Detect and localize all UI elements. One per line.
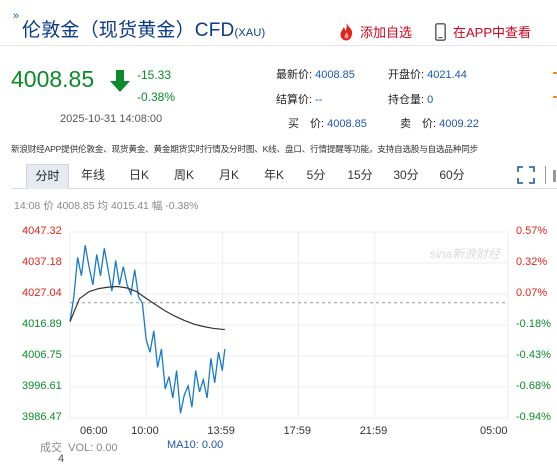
y-tick-right: 0.57% [516,225,548,237]
y-tick-left: 4047.32 [22,225,62,237]
watermark-logo: sina新浪财经 [430,247,501,261]
down-arrow-icon [110,70,130,92]
tab-monthly-k[interactable]: 月K [218,168,239,182]
truncated-field-marker [553,96,557,98]
ask-price-value: 4009.22 [439,118,479,130]
price-change: -15.33 [137,68,172,82]
settle-price-field: 结算价: -- [276,91,322,107]
info-price-label: 价 [43,200,54,212]
chart-grid [69,231,509,419]
title-bar: » 伦敦金（现货黄金）CFD(XAU) 添加自选 在APP中查看 [0,0,557,46]
y-tick-right: -0.18% [516,318,551,330]
ma10-readout: MA10: 0.00 [167,439,224,451]
info-change-label: 幅 [151,200,163,212]
tab-yearly-k[interactable]: 年K [263,168,284,182]
open-interest-label: 持仓量: [388,94,425,106]
bid-price-value: 4008.85 [327,118,367,130]
tab-30min[interactable]: 30分 [393,168,419,182]
settle-price-value: -- [315,94,323,106]
y-tick-right: 0.07% [516,287,548,299]
more-options-handle[interactable] [553,170,556,182]
info-avg: 4015.41 [110,200,149,212]
fullscreen-icon[interactable] [517,166,535,184]
y-tick-right: 0.32% [516,256,548,268]
bid-price-field: 买 价: 4008.85 [288,115,367,131]
open-interest-value: 0 [427,94,434,106]
open-in-app-label: 在APP中查看 [453,25,532,40]
quote-timestamp: 2025-10-31 14:08:00 [60,113,163,125]
average-line [69,285,225,331]
settle-price-label: 结算价: [276,94,313,106]
volume-value: VOL: 0.00 [68,442,118,454]
latest-price-label: 最新价: [276,69,313,81]
instrument-symbol: (XAU) [234,27,266,39]
y-tick-left: 4016.89 [22,318,62,330]
open-price-field: 开盘价: 4021.44 [388,66,467,82]
info-time: 14:08 [14,200,41,212]
latest-price-field: 最新价: 4008.85 [276,66,355,82]
last-price: 4008.85 [11,66,95,92]
x-tick: 21:59 [359,425,388,437]
chart-period-tabs: 分时 年线 日K 周K 月K 年K 5分 15分 30分 60分 [11,164,557,189]
tab-weekly-k[interactable]: 周K [173,168,194,182]
info-price: 4008.85 [56,200,95,212]
y-tick-left: 3996.61 [22,380,62,392]
chart-series [69,245,226,414]
y-tick-right: -0.43% [516,349,551,361]
price-line [69,245,226,414]
volume-label: 成交 [40,442,62,454]
y-tick-left: 4027.04 [22,287,62,299]
flame-icon [340,22,353,40]
y-tick-left: 4037.18 [22,256,62,268]
ask-price-label: 卖 价: [400,118,437,130]
x-tick: 06:00 [80,425,108,437]
tab-5min[interactable]: 5分 [306,168,326,182]
bid-price-label: 买 价: [288,118,325,130]
info-avg-label: 均 [97,200,109,212]
open-interest-field: 持仓量: 0 [388,91,433,107]
x-tick: 10:00 [131,425,159,437]
y-tick-right: -0.94% [516,411,551,423]
add-favorite-label: 添加自选 [360,25,413,40]
breadcrumb-arrow-icon[interactable]: » [13,10,20,22]
app-notice-text: 新浪财经APP提供伦敦金、现货黄金、黄金期货实时行情及分时图、K线、盘口、行情提… [11,144,478,154]
tab-60min[interactable]: 60分 [439,168,465,182]
y-tick-right: -0.68% [516,380,551,392]
x-tick: 17:59 [283,425,312,437]
y-tick-left: 3986.47 [22,411,62,423]
info-change: -0.38% [165,200,199,212]
tab-year-line[interactable]: 年线 [80,168,105,182]
add-favorite-button[interactable]: 添加自选 [339,22,412,41]
volume-axis-number: 4 [58,453,65,465]
tab-intraday[interactable]: 分时 [26,164,69,189]
x-tick: 05:00 [480,425,508,437]
y-tick-left: 4006.75 [22,349,62,361]
open-price-value: 4021.44 [427,69,467,81]
open-in-app-button[interactable]: 在APP中查看 [435,22,531,41]
price-change-percent: -0.38% [137,90,176,104]
phone-icon [435,22,446,41]
instrument-name: 伦敦金（现货黄金）CFD [22,20,235,41]
volume-readout: 成交 VOL: 0.00 [40,439,118,455]
toolbar-divider [545,166,546,184]
latest-price-value: 4008.85 [315,69,355,81]
tab-daily-k[interactable]: 日K [128,168,149,182]
ask-price-field: 卖 价: 4009.22 [400,115,479,131]
open-price-label: 开盘价: [388,69,425,81]
truncated-field-marker [553,72,557,74]
page-title: 伦敦金（现货黄金）CFD(XAU) [22,15,265,42]
x-tick: 13:59 [207,425,235,437]
tab-15min[interactable]: 15分 [347,168,373,182]
cursor-info-line: 14:08 价 4008.85 均 4015.41 幅 -0.38% [14,198,199,213]
